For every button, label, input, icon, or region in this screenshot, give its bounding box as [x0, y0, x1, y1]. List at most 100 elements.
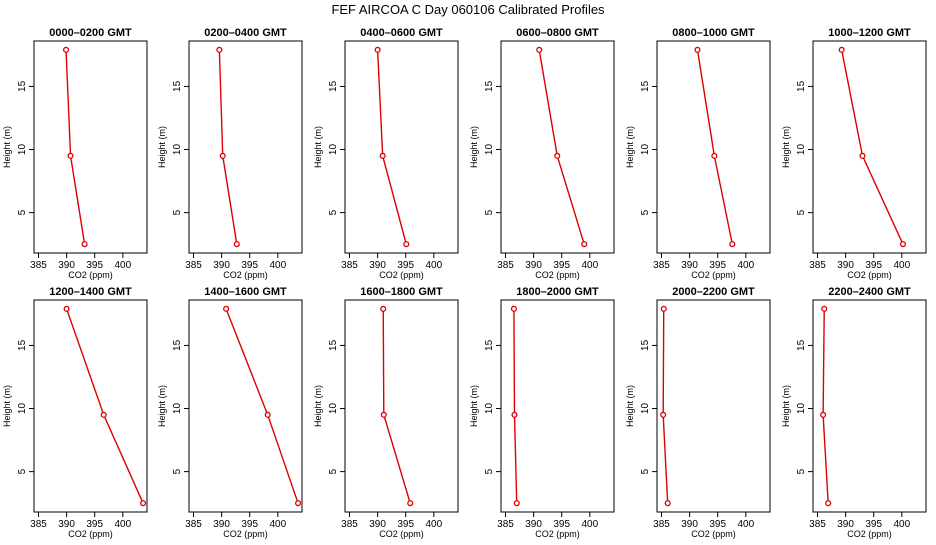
panel-4-y-tick-label: 15	[484, 80, 495, 92]
panel-10-frame	[500, 299, 615, 513]
panel-12-x-tick-label: 390	[837, 519, 854, 530]
panel-1-x-axis-label: CO2 (ppm)	[68, 270, 113, 280]
panel-5-y-axis-label: Height (m)	[625, 126, 635, 168]
panel-3: 0400–0600 GMT 385 390 395 400 5 10 15 CO2 (ppm) H…	[313, 27, 459, 280]
panel-9: 1600–1800 GMT 385 390 395 400 5 10 15 CO2 (ppm) H…	[313, 286, 459, 539]
panel-8-profile-line	[225, 308, 299, 504]
panel-1-data-point	[81, 241, 88, 248]
panel-10-x-tick-label: 395	[553, 519, 570, 530]
panel-2: 0200–0400 GMT 385 390 395 400 5 10 15 CO2 (ppm) H…	[157, 27, 303, 280]
panel-5-x-tick-label: 385	[653, 260, 670, 271]
panel-6-x-tick-label: 390	[837, 260, 854, 271]
panel-6-x-tick-label: 400	[893, 260, 910, 271]
panel-7-x-axis-label: CO2 (ppm)	[68, 529, 113, 539]
panel-5-x-tick-label: 390	[681, 260, 698, 271]
panel-6-x-axis-label: CO2 (ppm)	[847, 270, 892, 280]
panel-5-data-point	[711, 152, 718, 159]
panel-6: 1000–1200 GMT 385 390 395 400 5 10 15 CO2 (ppm) H…	[781, 27, 927, 280]
panel-8-x-tick-label: 395	[241, 519, 258, 530]
panel-8-y-tick-label: 5	[172, 468, 183, 474]
panel-3-x-axis-label: CO2 (ppm)	[379, 270, 424, 280]
panel-1-frame	[33, 40, 148, 254]
panel-6-x-tick-label: 395	[865, 260, 882, 271]
panel-2-x-tick-label: 390	[213, 260, 230, 271]
panel-1-x-tick-label: 385	[30, 260, 47, 271]
panel-4-x-tick-label: 395	[553, 260, 570, 271]
panel-8-y-tick-label: 15	[172, 339, 183, 351]
panel-3-data-point	[403, 241, 410, 248]
panel-12-data-point	[825, 500, 832, 507]
panel-11-y-axis-label: Height (m)	[625, 385, 635, 427]
panel-10-y-tick-label: 10	[484, 403, 495, 415]
panel-2-data-point	[216, 46, 223, 53]
panel-6-y-tick-label: 10	[796, 144, 807, 156]
panel-2-data-point	[233, 241, 240, 248]
panel-7-y-tick-label: 5	[17, 468, 28, 474]
panel-1-y-tick-label: 15	[17, 80, 28, 92]
panel-11-x-axis-label: CO2 (ppm)	[691, 529, 736, 539]
panel-9-y-tick-label: 10	[328, 403, 339, 415]
panel-7-x-tick-label: 400	[114, 519, 131, 530]
panel-12-x-tick-label: 395	[865, 519, 882, 530]
panel-9-x-tick-label: 385	[341, 519, 358, 530]
panel-7-x-tick-label: 385	[30, 519, 47, 530]
panel-3-y-tick-label: 10	[328, 144, 339, 156]
panel-5-frame	[656, 40, 771, 254]
panel-3-data-point	[379, 152, 386, 159]
panel-7-title: 1200–1400 GMT	[49, 286, 132, 298]
panel-7-data-point	[140, 500, 147, 507]
panel-1-title: 0000–0200 GMT	[49, 27, 132, 39]
panel-8-x-tick-label: 385	[185, 519, 202, 530]
panel-2-x-axis-label: CO2 (ppm)	[223, 270, 268, 280]
panel-4-frame	[500, 40, 615, 254]
panel-8: 1400–1600 GMT 385 390 395 400 5 10 15 CO2 (ppm) H…	[157, 286, 303, 539]
panel-6-title: 1000–1200 GMT	[828, 27, 911, 39]
panel-10-x-tick-label: 400	[581, 519, 598, 530]
panel-6-frame	[812, 40, 927, 254]
panel-1-x-tick-label: 395	[86, 260, 103, 271]
panel-11-frame	[656, 299, 771, 513]
panel-8-frame	[188, 299, 303, 513]
panel-11: 2000–2200 GMT 385 390 395 400 5 10 15 CO2 (ppm) H…	[625, 286, 771, 539]
panel-7-x-tick-label: 390	[58, 519, 75, 530]
panel-11-data-point	[660, 411, 667, 418]
panel-5-data-point	[694, 46, 701, 53]
panel-2-profile-line	[218, 49, 238, 245]
panel-7-x-tick-label: 395	[86, 519, 103, 530]
panel-10-data-point	[510, 305, 517, 312]
panel-2-frame	[188, 40, 303, 254]
panel-5-title: 0800–1000 GMT	[672, 27, 755, 39]
panel-7-data-point	[100, 411, 107, 418]
panel-4-title: 0600–0800 GMT	[516, 27, 599, 39]
panel-1-data-point	[62, 46, 70, 53]
panel-4-x-tick-label: 400	[581, 260, 598, 271]
panel-8-data-point	[264, 411, 271, 418]
panel-1: 0000–0200 GMT 385 390 395 400 5 10 15 CO2 (ppm) H…	[2, 27, 148, 280]
panel-12-y-tick-label: 15	[796, 339, 807, 351]
panel-11-y-tick-label: 5	[640, 468, 651, 474]
panel-10-x-tick-label: 385	[497, 519, 514, 530]
panel-4-data-point	[554, 152, 561, 159]
panel-5-x-tick-label: 395	[709, 260, 726, 271]
panel-8-x-tick-label: 390	[213, 519, 230, 530]
panel-4-y-axis-label: Height (m)	[469, 126, 479, 168]
panel-1-y-tick-label: 5	[17, 209, 28, 215]
panel-12: 2200–2400 GMT 385 390 395 400 5 10 15 CO2 (ppm) H…	[781, 286, 927, 539]
panel-12-y-tick-label: 5	[796, 468, 807, 474]
panel-12-y-axis-label: Height (m)	[781, 385, 791, 427]
panel-3-x-tick-label: 390	[369, 260, 386, 271]
panel-3-title: 0400–0600 GMT	[360, 27, 443, 39]
panel-2-y-tick-label: 15	[172, 80, 183, 92]
panel-4-x-tick-label: 390	[525, 260, 542, 271]
panel-6-profile-line	[840, 49, 904, 245]
panel-9-y-tick-label: 15	[328, 339, 339, 351]
panel-9-x-axis-label: CO2 (ppm)	[379, 529, 424, 539]
panel-10: 1800–2000 GMT 385 390 395 400 5 10 15 CO2 (ppm) H…	[469, 286, 615, 539]
panel-5-data-point	[729, 241, 736, 248]
panel-9-y-axis-label: Height (m)	[313, 385, 323, 427]
panel-3-y-axis-label: Height (m)	[313, 126, 323, 168]
panel-11-data-point	[664, 500, 671, 507]
panel-7-y-tick-label: 10	[17, 403, 28, 415]
panel-8-title: 1400–1600 GMT	[204, 286, 287, 298]
